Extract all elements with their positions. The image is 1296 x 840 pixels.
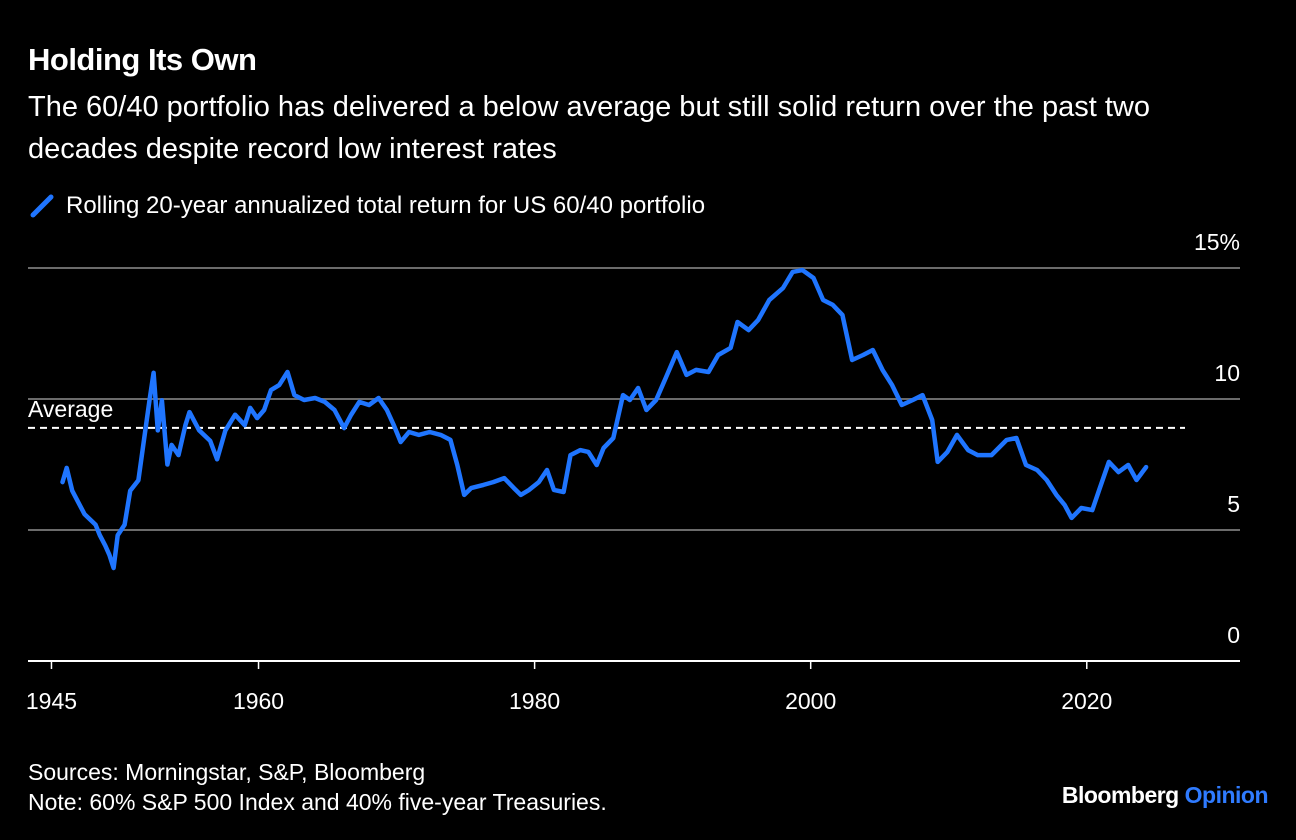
brand-section: Opinion (1184, 782, 1269, 808)
legend-label: Rolling 20-year annualized total return … (66, 192, 706, 219)
x-tick-label: 1980 (509, 688, 560, 714)
y-tick-label: 10 (1214, 360, 1240, 386)
y-tick-label: 5 (1227, 491, 1240, 517)
y-tick-label: 15% (1194, 229, 1240, 255)
chart-title: Holding Its Own (28, 42, 257, 77)
y-tick-label: 0 (1227, 622, 1240, 648)
series-line (60, 267, 1149, 571)
legend: Rolling 20-year annualized total return … (30, 192, 705, 220)
footnotes: Sources: Morningstar, S&P, Bloomberg Not… (28, 757, 607, 817)
x-tick-label: 2020 (1061, 688, 1112, 714)
chart-subtitle: The 60/40 portfolio has delivered a belo… (28, 91, 1150, 165)
x-tick-label: 1945 (26, 688, 77, 714)
legend-icon (30, 194, 54, 218)
chart: 0 5 10 15% 1945 1960 1980 2000 2020 Average (26, 229, 1240, 714)
brand-name: Bloomberg (1061, 782, 1179, 808)
note: Note: 60% S&P 500 Index and 40% five-yea… (28, 789, 607, 815)
brand: Bloomberg Opinion (1061, 782, 1269, 809)
annotation: Average (28, 396, 113, 422)
x-tick-label: 1960 (233, 688, 284, 714)
legend-swatch (30, 194, 54, 218)
x-tick-label: 2000 (785, 688, 836, 714)
sources: Sources: Morningstar, S&P, Bloomberg (28, 759, 426, 785)
